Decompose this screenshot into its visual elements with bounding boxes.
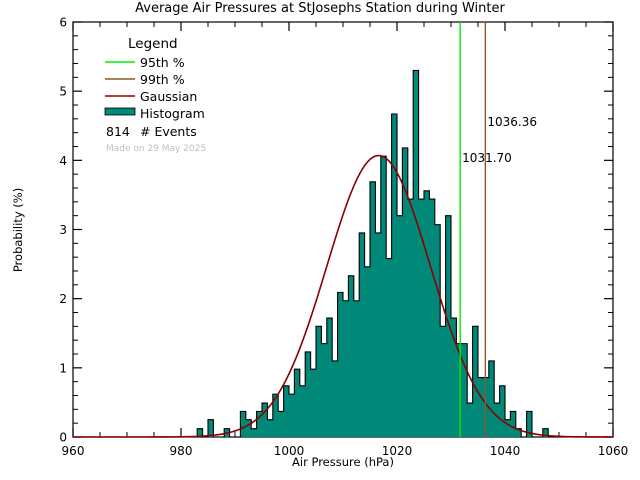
percentile-95-label: 1031.70 — [462, 151, 512, 165]
legend-label-99th: 99th % — [140, 72, 185, 87]
y-tick-label: 0 — [59, 431, 67, 445]
y-axis-ticks: 0 1 2 3 4 5 6 — [59, 16, 613, 445]
histogram-outline — [196, 69, 549, 438]
x-axis-label: Air Pressure (hPa) — [292, 455, 394, 469]
y-tick-label: 2 — [59, 292, 67, 306]
legend-label-95th: 95th % — [140, 55, 185, 70]
x-tick-label: 1020 — [382, 444, 413, 458]
x-tick-label: 1040 — [490, 444, 521, 458]
x-tick-label: 980 — [170, 444, 193, 458]
gaussian-curve — [73, 154, 613, 438]
x-tick-label: 1000 — [274, 444, 305, 458]
x-tick-label: 1060 — [598, 444, 629, 458]
legend-footnote: Made on 29 May 2025 — [106, 144, 206, 154]
x-tick-label: 960 — [62, 444, 85, 458]
y-axis-label: Probability (%) — [11, 188, 25, 272]
legend-label-gaussian: Gaussian — [140, 89, 197, 104]
chart-title: Average Air Pressures at StJosephs Stati… — [135, 1, 505, 16]
percentile-lines — [459, 22, 487, 437]
legend-events-label: # Events — [140, 124, 197, 139]
x-axis-ticks: 960 980 1000 1020 1040 1060 — [62, 22, 629, 458]
legend: Legend 95th % 99th % Gaussian Histogram … — [104, 36, 206, 154]
percentile-99-label: 1036.36 — [487, 115, 537, 129]
legend-swatch-histogram — [104, 107, 136, 116]
y-tick-label: 5 — [59, 85, 67, 99]
y-tick-label: 6 — [59, 16, 67, 30]
y-tick-label: 3 — [59, 223, 67, 237]
legend-events-count: 814 — [106, 124, 130, 139]
legend-title: Legend — [128, 36, 178, 52]
y-tick-label: 1 — [59, 361, 67, 375]
y-tick-label: 4 — [59, 154, 67, 168]
legend-label-histogram: Histogram — [140, 106, 205, 121]
